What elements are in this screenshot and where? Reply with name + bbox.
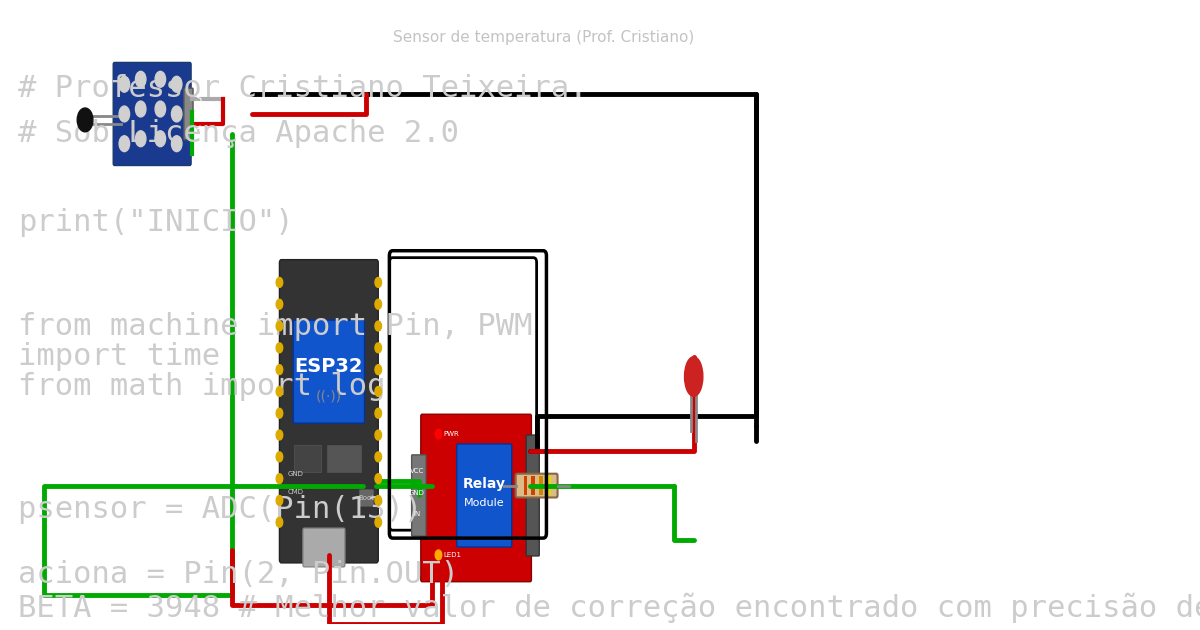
Text: psensor = ADC(Pin(13)): psensor = ADC(Pin(13))	[18, 496, 422, 525]
Circle shape	[374, 277, 382, 287]
Text: aciona = Pin(2, Pin.OUT): aciona = Pin(2, Pin.OUT)	[18, 560, 460, 589]
Circle shape	[276, 474, 283, 484]
Circle shape	[276, 452, 283, 462]
Text: VCC: VCC	[409, 467, 424, 474]
FancyBboxPatch shape	[412, 455, 426, 536]
Circle shape	[77, 108, 92, 132]
Circle shape	[276, 343, 283, 353]
Circle shape	[374, 474, 382, 484]
Circle shape	[276, 299, 283, 309]
FancyBboxPatch shape	[421, 415, 532, 581]
Circle shape	[436, 429, 442, 439]
Text: -: -	[196, 109, 198, 119]
FancyBboxPatch shape	[539, 476, 544, 496]
FancyBboxPatch shape	[184, 88, 193, 140]
Circle shape	[136, 101, 146, 117]
Text: IN: IN	[413, 512, 420, 517]
Circle shape	[374, 321, 382, 331]
FancyBboxPatch shape	[359, 490, 373, 507]
Text: Relay: Relay	[463, 477, 505, 491]
Circle shape	[374, 430, 382, 440]
Text: LED1: LED1	[444, 552, 462, 558]
FancyBboxPatch shape	[302, 528, 344, 567]
FancyBboxPatch shape	[280, 260, 378, 563]
Circle shape	[276, 430, 283, 440]
Circle shape	[119, 136, 130, 152]
Circle shape	[374, 517, 382, 527]
FancyBboxPatch shape	[547, 476, 551, 496]
Text: Boot: Boot	[359, 495, 374, 501]
FancyBboxPatch shape	[326, 445, 360, 472]
Text: PWR: PWR	[444, 431, 460, 437]
Circle shape	[172, 136, 182, 152]
Circle shape	[119, 76, 130, 92]
Circle shape	[436, 550, 442, 560]
Circle shape	[155, 131, 166, 147]
Circle shape	[172, 106, 182, 122]
Text: ((·)): ((·))	[316, 389, 342, 403]
Circle shape	[155, 101, 166, 117]
Circle shape	[136, 71, 146, 87]
Text: ESP32: ESP32	[294, 357, 362, 376]
Text: print("INICIO"): print("INICIO")	[18, 208, 294, 237]
Ellipse shape	[684, 357, 703, 396]
Text: CMD: CMD	[288, 488, 304, 495]
Circle shape	[172, 76, 182, 92]
FancyBboxPatch shape	[516, 474, 558, 498]
Circle shape	[374, 343, 382, 353]
Circle shape	[374, 365, 382, 375]
FancyBboxPatch shape	[532, 476, 535, 496]
Circle shape	[276, 386, 283, 396]
Circle shape	[136, 131, 146, 147]
Text: +: +	[196, 124, 203, 134]
Text: Module: Module	[464, 498, 504, 508]
Circle shape	[374, 496, 382, 505]
Text: BETA = 3948 # Melhor valor de correção encontrado com precisão de 0.0004: BETA = 3948 # Melhor valor de correção e…	[18, 593, 1200, 623]
Text: import time: import time	[18, 342, 221, 371]
Circle shape	[276, 321, 283, 331]
Circle shape	[276, 408, 283, 418]
Circle shape	[155, 71, 166, 87]
Text: GND: GND	[288, 471, 304, 477]
FancyBboxPatch shape	[293, 320, 365, 423]
FancyBboxPatch shape	[113, 62, 191, 166]
Text: # Sob Licença Apache 2.0: # Sob Licença Apache 2.0	[18, 119, 460, 148]
FancyBboxPatch shape	[523, 476, 528, 496]
Circle shape	[276, 517, 283, 527]
FancyBboxPatch shape	[457, 444, 511, 547]
Circle shape	[374, 452, 382, 462]
Text: from machine import Pin, PWM: from machine import Pin, PWM	[18, 312, 533, 341]
Circle shape	[276, 365, 283, 375]
Circle shape	[374, 299, 382, 309]
Text: Sensor de temperatura (Prof. Cristiano): Sensor de temperatura (Prof. Cristiano)	[392, 30, 694, 45]
Text: # Professor Cristiano Teixeira.: # Professor Cristiano Teixeira.	[18, 74, 588, 103]
FancyBboxPatch shape	[294, 445, 322, 472]
Circle shape	[119, 106, 130, 122]
FancyBboxPatch shape	[526, 435, 539, 556]
Circle shape	[276, 496, 283, 505]
Text: S: S	[196, 94, 202, 104]
Text: from math import log: from math import log	[18, 372, 386, 401]
Circle shape	[374, 408, 382, 418]
Circle shape	[276, 277, 283, 287]
Text: GND: GND	[409, 490, 425, 496]
Circle shape	[374, 386, 382, 396]
